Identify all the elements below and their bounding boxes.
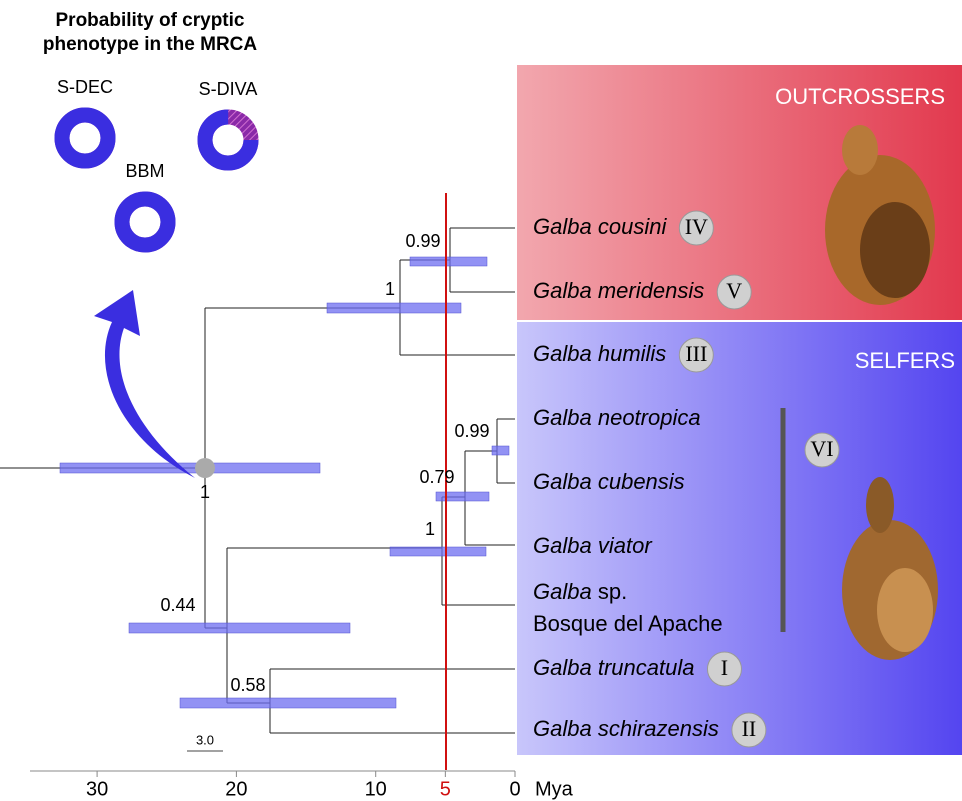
epithet: cubensis: [598, 469, 685, 494]
clade-label: II: [742, 716, 757, 741]
taxon-label: Galba schirazensis: [533, 716, 719, 741]
epithet: truncatula: [598, 655, 695, 680]
genus: Galba: [533, 655, 592, 680]
pie-cryptic: [62, 115, 108, 161]
epithet: meridensis: [598, 278, 704, 303]
group-label: SELFERS: [855, 348, 955, 373]
tick-label: 20: [225, 778, 247, 800]
clade-label: VI: [810, 436, 833, 461]
taxon-label: Galba truncatula: [533, 655, 694, 680]
taxon-label: Galba humilis: [533, 341, 666, 366]
tick-label: 10: [365, 778, 387, 800]
clade-label: V: [726, 278, 742, 303]
phylogeny-figure: OUTCROSSERS SELFERS 3.0 Probability of c…: [0, 0, 962, 801]
support-value: 0.99: [454, 421, 489, 441]
epithet: humilis: [598, 341, 666, 366]
genus: Galba: [533, 278, 592, 303]
support-value: 1: [200, 482, 210, 502]
genus: Galba: [533, 533, 592, 558]
taxon-label: Galba cousini: [533, 214, 667, 239]
epithet: viator: [598, 533, 653, 558]
support-value: 0.99: [405, 231, 440, 251]
pie-label: S-DIVA: [199, 79, 258, 99]
title: phenotype in the MRCA: [43, 34, 258, 55]
genus: Galba: [533, 405, 592, 430]
epithet: sp.: [598, 579, 627, 604]
epithet: schirazensis: [598, 716, 719, 741]
locality: Bosque del Apache: [533, 611, 723, 636]
support-value: 0.44: [160, 595, 195, 615]
tick-label: 0: [509, 778, 520, 800]
clade-label: III: [685, 341, 707, 366]
taxon-label: Galba sp.: [533, 579, 627, 604]
taxon-label: Galba neotropica: [533, 405, 701, 430]
axis-unit: Mya: [535, 778, 574, 800]
arrow: [94, 290, 195, 478]
genus: Galba: [533, 716, 592, 741]
support-value: 1: [385, 279, 395, 299]
epithet: neotropica: [598, 405, 701, 430]
pie-cryptic: [122, 199, 168, 245]
clade-label: I: [721, 655, 728, 680]
pie-label: BBM: [125, 161, 164, 181]
tick-label: 5: [440, 778, 451, 800]
epithet: cousini: [598, 214, 668, 239]
support-value: 1: [425, 519, 435, 539]
taxon-label: Galba viator: [533, 533, 653, 558]
genus: Galba: [533, 214, 592, 239]
pie-label: S-DEC: [57, 77, 113, 97]
genus: Galba: [533, 341, 592, 366]
group-label: OUTCROSSERS: [775, 84, 945, 109]
genus: Galba: [533, 579, 592, 604]
genus: Galba: [533, 469, 592, 494]
taxon-label: Galba cubensis: [533, 469, 685, 494]
clade-label: IV: [685, 214, 708, 239]
title: Probability of cryptic: [56, 10, 245, 31]
tick-label: 30: [86, 778, 108, 800]
support-value: 0.58: [230, 675, 265, 695]
taxon-label: Galba meridensis: [533, 278, 704, 303]
support-value: 0.79: [419, 467, 454, 487]
scale-bar-label: 3.0: [196, 732, 214, 747]
